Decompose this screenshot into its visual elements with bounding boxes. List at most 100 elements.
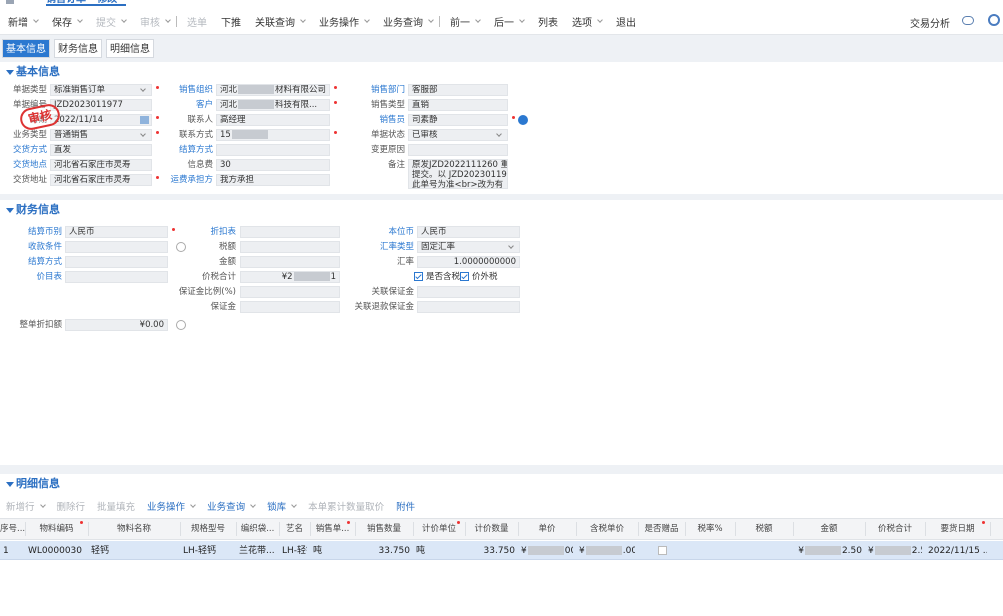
- field-input[interactable]: 15: [216, 129, 330, 141]
- toolbar-button[interactable]: 新增: [8, 14, 39, 29]
- column-header: 销售单...: [315, 524, 350, 534]
- table-row[interactable]: [0, 541, 1003, 560]
- checkbox[interactable]: [658, 546, 667, 555]
- field-value-line: 原发JZD2022111260 重新: [412, 160, 508, 170]
- checkbox[interactable]: [460, 272, 469, 281]
- tab[interactable]: 明细信息: [106, 39, 154, 58]
- field-input[interactable]: 高经理: [216, 114, 330, 126]
- detail-toolbar-button[interactable]: 附件: [396, 502, 416, 513]
- field-input[interactable]: ¥0.00: [65, 319, 168, 331]
- table-cell-part: ¥: [579, 546, 585, 556]
- blur-mask: [585, 546, 622, 555]
- field-input[interactable]: [417, 286, 520, 298]
- toolbar-button[interactable]: 后一: [494, 14, 525, 29]
- detail-toolbar-button[interactable]: 批量填充: [97, 502, 136, 513]
- table-cell-part: 2.50: [911, 546, 922, 556]
- field-value-part: 15: [220, 130, 231, 140]
- toolbar-button[interactable]: 关联查询: [255, 14, 306, 29]
- dropdown-arrow: [597, 16, 603, 23]
- toolbar-button[interactable]: 前一: [450, 14, 481, 29]
- field-input[interactable]: 2022/11/14: [50, 114, 152, 126]
- field-input[interactable]: [240, 301, 340, 313]
- field-input[interactable]: [240, 241, 340, 253]
- field-value-part: 材料有限公司: [275, 85, 327, 95]
- window-tab[interactable]: 销售订单 - 修改: [46, 0, 126, 6]
- field-value: 1.0000000000: [453, 257, 516, 267]
- field-input[interactable]: 直发: [50, 144, 152, 156]
- toolbar-button[interactable]: 业务查询: [383, 14, 434, 29]
- field-input[interactable]: [216, 144, 330, 156]
- field-label: 变更原因: [370, 145, 405, 155]
- field-label: 折扣表: [210, 227, 236, 237]
- field-input[interactable]: 我方承担: [216, 174, 330, 186]
- field-input[interactable]: 河北 材料有限公司: [216, 84, 330, 96]
- field-input[interactable]: [65, 271, 168, 283]
- field-input[interactable]: 河北省石家庄市灵寿: [50, 159, 152, 171]
- field-input[interactable]: [240, 256, 340, 268]
- toolbar-button[interactable]: 退出: [616, 17, 636, 29]
- field-input[interactable]: 标准销售订单: [50, 84, 152, 96]
- required-mark: [156, 116, 159, 119]
- toolbar-button[interactable]: 提交: [96, 14, 127, 29]
- tab[interactable]: 基本信息: [2, 39, 50, 58]
- field-input[interactable]: [408, 144, 508, 156]
- column-separator: [518, 522, 519, 536]
- toolbar-button[interactable]: 业务操作: [319, 14, 370, 29]
- detail-toolbar-button[interactable]: 锁库: [267, 499, 297, 513]
- field-input[interactable]: 河北 科技有限...: [216, 99, 330, 111]
- detail-toolbar-button[interactable]: 业务操作: [147, 499, 196, 513]
- field-input[interactable]: [240, 226, 340, 238]
- toolbar-button[interactable]: 审核: [140, 14, 171, 29]
- column-header: 计价数量: [474, 524, 509, 534]
- checkbox[interactable]: [414, 272, 423, 281]
- field-input[interactable]: 河北省石家庄市灵寿: [50, 174, 152, 186]
- field-input[interactable]: 30: [216, 159, 330, 171]
- field-value-part: ¥2: [281, 272, 293, 282]
- table-cell: 轻钙: [91, 546, 110, 556]
- toolbar-button[interactable]: 选单: [187, 17, 207, 29]
- field-label: 价税合计: [201, 272, 236, 282]
- field-input[interactable]: 原发JZD2022111260 重新 提交。以 JZD2023011977 此单号为…: [408, 159, 508, 189]
- column-separator: [88, 522, 89, 536]
- detail-toolbar-button[interactable]: 本单累计数量取价: [308, 502, 385, 513]
- field-input[interactable]: 普通销售: [50, 129, 152, 141]
- field-input[interactable]: [417, 301, 520, 313]
- settings-icon[interactable]: [988, 14, 1000, 26]
- blur-mask: [874, 546, 911, 555]
- field-input[interactable]: ¥2 1: [240, 271, 340, 283]
- toolbar-right-button[interactable]: 交易分析: [910, 19, 950, 30]
- field-input[interactable]: 已审核: [408, 129, 508, 141]
- tab[interactable]: 财务信息: [54, 39, 102, 58]
- field-input[interactable]: [65, 241, 168, 253]
- cloud-icon[interactable]: [962, 16, 974, 25]
- blur-mask: [293, 272, 330, 281]
- toolbar-button[interactable]: 下推: [221, 17, 241, 29]
- field-label: 联系人: [187, 115, 213, 125]
- field-input[interactable]: JZD2023011977: [50, 99, 152, 111]
- field-input[interactable]: 1.0000000000: [417, 256, 520, 268]
- column-header: 价税合计: [877, 524, 912, 534]
- column-separator: [735, 522, 736, 536]
- sync-icon: [518, 115, 528, 125]
- field-input[interactable]: [65, 256, 168, 268]
- table-cell-part: .000000: [622, 546, 635, 556]
- column-separator: [925, 522, 926, 536]
- field-input[interactable]: 人民币: [65, 226, 168, 238]
- field-value-part: 河北: [220, 85, 238, 95]
- field-input[interactable]: 人民币: [417, 226, 520, 238]
- field-label: 关联保证金: [371, 287, 414, 297]
- detail-toolbar: 新增行 删除行 批量填充 业务操作 业务查询 锁库 本单累计数量取价 附件: [6, 498, 706, 514]
- toolbar-button[interactable]: 保存: [52, 14, 83, 29]
- field-input[interactable]: 司素静: [408, 114, 508, 126]
- toolbar-button[interactable]: 列表: [538, 17, 558, 29]
- column-header: 含税单价: [589, 524, 624, 534]
- field-input[interactable]: [240, 286, 340, 298]
- field-input[interactable]: 客服部: [408, 84, 508, 96]
- detail-toolbar-button[interactable]: 业务查询: [207, 499, 256, 513]
- detail-toolbar-button[interactable]: 新增行: [6, 499, 46, 513]
- field-input[interactable]: 固定汇率: [417, 241, 520, 253]
- detail-toolbar-button[interactable]: 删除行: [56, 502, 86, 513]
- field-label: 联系方式: [178, 130, 213, 140]
- toolbar-button[interactable]: 选项: [572, 14, 603, 29]
- field-input[interactable]: 直销: [408, 99, 508, 111]
